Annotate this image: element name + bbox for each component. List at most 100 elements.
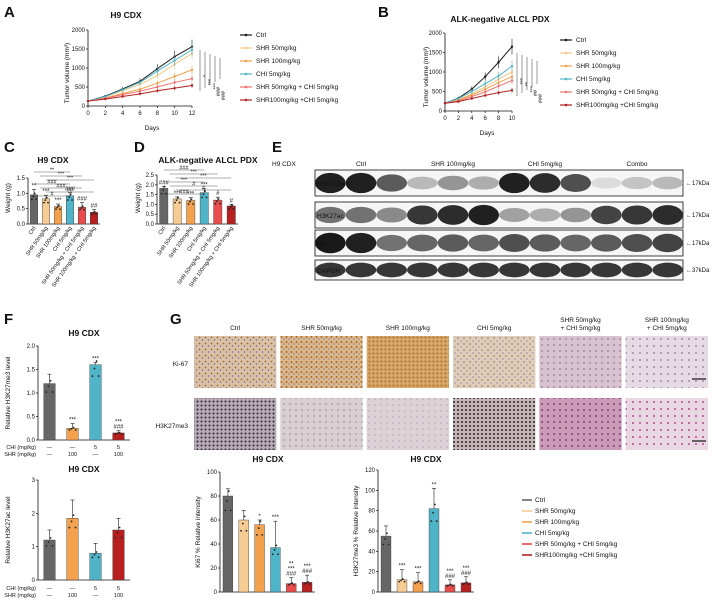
chi-dose-value: — xyxy=(70,445,76,451)
ihc-column-label: CHI 5mg/kg xyxy=(477,325,512,332)
blot-band xyxy=(621,262,653,278)
data-dot xyxy=(385,532,388,535)
data-point xyxy=(497,81,500,84)
legend-label: SHR100mg/kg +CHI 5mg/kg xyxy=(535,552,618,559)
ihc-column-label: Ctrl xyxy=(230,325,241,332)
data-dot xyxy=(118,431,121,434)
blot-band xyxy=(560,262,592,278)
data-point xyxy=(138,92,142,96)
data-dot xyxy=(451,585,454,587)
significance-mark: ### xyxy=(461,571,472,577)
significance-mark: *** xyxy=(201,183,209,189)
data-dot xyxy=(205,196,208,199)
x-tick-label: 0 xyxy=(443,116,447,122)
y-tick-label: 1.0 xyxy=(146,202,155,208)
bracket-label: ## xyxy=(67,188,74,194)
bracket-label: # xyxy=(192,182,196,188)
blot-band xyxy=(498,262,530,278)
panel-b: B ALK-negative ALCL PDX Tumor volume (mm… xyxy=(378,4,659,137)
data-dot xyxy=(257,527,260,530)
bracket-label: ** xyxy=(50,168,55,174)
legend-marker xyxy=(244,98,248,102)
significance-mark: ### xyxy=(113,425,124,431)
data-dot xyxy=(118,526,121,529)
x-tick-label: 6 xyxy=(138,111,142,117)
y-tick-label: 0.0 xyxy=(27,438,36,444)
bracket-label: # xyxy=(50,192,54,198)
y-tick-label: 1.5 xyxy=(146,193,155,199)
data-dot xyxy=(387,543,390,546)
legend-label: CHI 5mg/kg xyxy=(256,71,291,78)
kda-marker: ←37kDa xyxy=(686,268,710,274)
data-dot xyxy=(33,192,36,195)
ihc-image-ki67 xyxy=(194,336,277,388)
x-tick-label: 0 xyxy=(86,111,90,117)
data-dot xyxy=(419,582,422,585)
lane-group-label: SHR 100mg/kg xyxy=(431,161,475,168)
data-point xyxy=(104,97,107,101)
significance-brackets: *** *****##### xyxy=(516,53,542,104)
significance-mark: ### xyxy=(219,91,225,101)
data-point xyxy=(510,70,514,74)
data-point xyxy=(484,82,487,85)
legend-marker xyxy=(564,77,568,81)
data-dot xyxy=(120,433,123,435)
significance-mark: *** xyxy=(304,564,312,570)
significance-mark: ### xyxy=(302,569,313,575)
data-dot xyxy=(31,198,33,201)
shr-dose-value: 100 xyxy=(114,452,123,458)
significance-mark: *** xyxy=(398,564,406,570)
panel-a: A H9 CDX Tumor volume (mm³) Days 0500100… xyxy=(4,4,339,132)
data-dot xyxy=(57,204,60,207)
significance-mark: *** xyxy=(69,418,77,424)
data-dot xyxy=(400,579,403,582)
data-point xyxy=(510,45,514,48)
data-dot xyxy=(446,585,449,587)
ihc-column-label: + CHI 5mg/kg xyxy=(647,325,687,332)
series-line xyxy=(444,80,513,104)
significance-mark: ** xyxy=(32,183,37,189)
blot-band xyxy=(407,176,438,190)
significance-brackets: ********######### xyxy=(34,168,94,198)
significance-mark: ** xyxy=(521,82,527,87)
data-point xyxy=(497,91,500,94)
chi-dose-value: — xyxy=(47,445,53,451)
data-dot xyxy=(116,531,119,534)
blot-band xyxy=(498,234,530,252)
blot-band xyxy=(529,234,561,252)
ihc-image-h3k27me3 xyxy=(194,398,277,450)
y-tick-label: 1500 xyxy=(429,51,443,57)
data-dot xyxy=(307,581,309,583)
data-dot xyxy=(430,520,433,523)
legend-label: Ctrl xyxy=(576,37,587,44)
panel-d: D ALK-negative ALCL PDX Weight (g) 0.0 0.… xyxy=(134,139,258,289)
treatment-row-label: CHI (mg/kg) xyxy=(6,445,36,451)
y-tick-label: 0 xyxy=(32,578,36,584)
data-dot xyxy=(232,207,235,210)
data-dot xyxy=(71,199,73,201)
ihc-image-ki67 xyxy=(625,336,708,388)
bracket-label: *** xyxy=(191,170,198,176)
data-dot xyxy=(47,541,50,543)
y-tick-label: 2.5 xyxy=(146,173,155,179)
ihc-image-h3k27me3 xyxy=(366,398,449,450)
data-dot xyxy=(192,203,194,205)
x-category-label: Ctrl xyxy=(158,226,168,236)
ihc-row-label: H3K27me3 xyxy=(155,423,188,430)
significance-mark: # xyxy=(230,198,234,204)
ihc-column-label: + CHI 5mg/kg xyxy=(561,325,601,332)
data-point xyxy=(190,84,194,87)
data-dot xyxy=(240,529,242,532)
chart-d-plot: 0.00.51.01.52.02.5###*** ******##CtrlSHR … xyxy=(146,166,238,289)
y-tick-label: 500 xyxy=(432,90,443,96)
bar xyxy=(112,432,125,441)
data-point xyxy=(156,89,159,93)
data-dot xyxy=(178,201,181,204)
ihc-image-ki67 xyxy=(539,336,622,388)
y-tick-label: 100 xyxy=(207,470,218,476)
data-point xyxy=(457,100,460,103)
kda-marker: ←17kDa xyxy=(686,181,710,187)
y-tick-label: 120 xyxy=(365,468,376,474)
data-dot xyxy=(70,427,73,430)
data-dot xyxy=(229,509,232,512)
